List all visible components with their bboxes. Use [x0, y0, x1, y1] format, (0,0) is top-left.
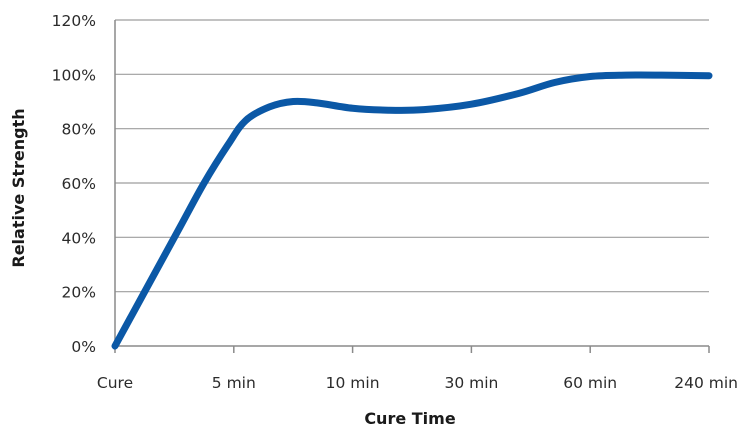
- x-axis-ticks: Cure 5 min 10 min 30 min 60 min 240 min: [97, 346, 738, 392]
- y-tick-label: 60%: [62, 175, 96, 193]
- x-tick-label: Cure: [97, 374, 133, 392]
- x-axis-title: Cure Time: [364, 409, 456, 428]
- y-tick-label: 40%: [62, 229, 96, 247]
- y-axis-ticks: 0% 20% 40% 60% 80% 100% 120%: [52, 12, 96, 356]
- x-tick-label: 5 min: [212, 374, 256, 392]
- y-tick-label: 80%: [62, 121, 96, 139]
- y-tick-label: 100%: [52, 66, 96, 84]
- y-tick-label: 20%: [62, 284, 96, 302]
- y-axis-title: Relative Strength: [9, 108, 28, 267]
- gridlines: [114, 19, 709, 347]
- y-tick-label: 120%: [52, 12, 96, 30]
- x-tick-label: 60 min: [563, 374, 617, 392]
- series-line-0: [111, 71, 713, 350]
- y-tick-label: 0%: [71, 338, 96, 356]
- x-tick-label: 240 min: [674, 374, 738, 392]
- x-tick-label: 10 min: [326, 374, 380, 392]
- series-layer: [111, 71, 713, 350]
- x-tick-label: 30 min: [444, 374, 498, 392]
